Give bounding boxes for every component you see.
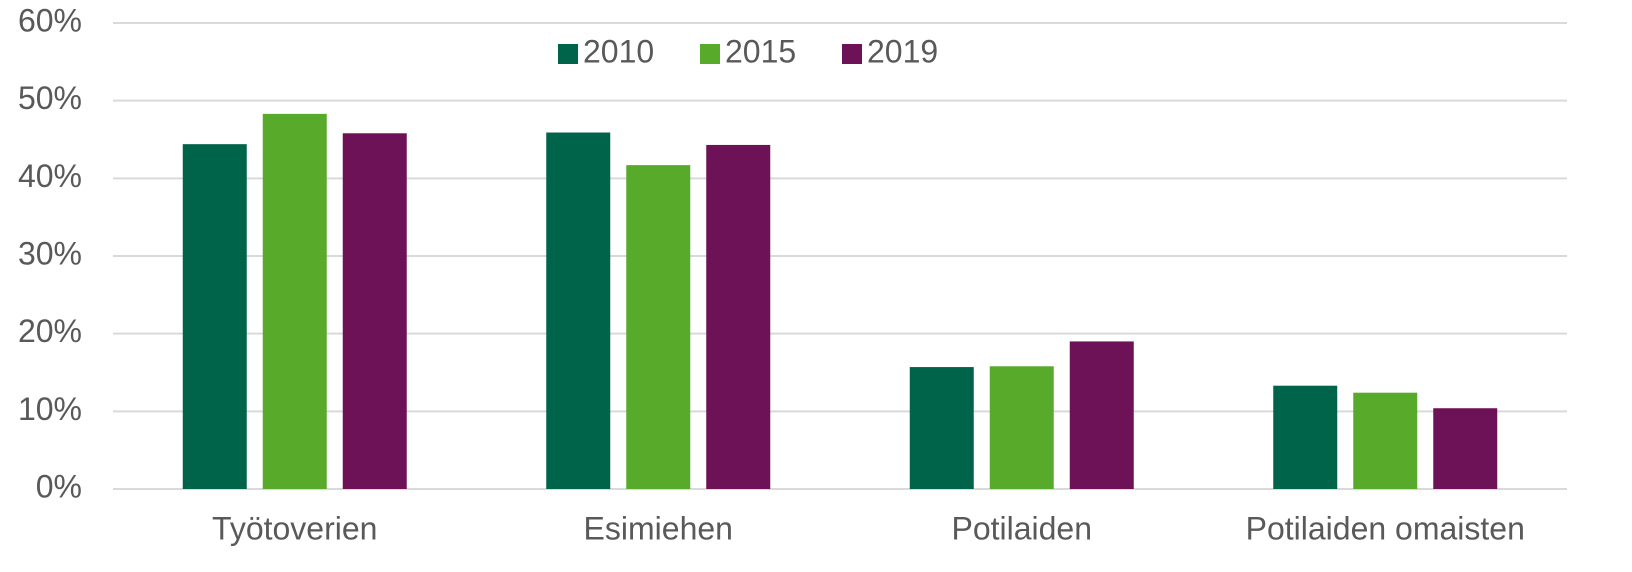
legend-label: 2010 [583, 33, 654, 69]
legend-label: 2015 [725, 33, 796, 69]
bar [1069, 341, 1134, 489]
bar [342, 133, 407, 489]
y-tick-label: 60% [18, 2, 82, 38]
legend-swatch [558, 44, 578, 64]
bar [1433, 408, 1498, 489]
x-tick-label: Työtoverien [212, 510, 377, 546]
bar [1273, 385, 1338, 489]
bar [909, 367, 974, 489]
bar [989, 366, 1054, 489]
x-tick-label: Potilaiden omaisten [1246, 510, 1525, 546]
x-tick-label: Esimiehen [584, 510, 733, 546]
bar [182, 144, 247, 489]
legend-label: 2019 [867, 33, 938, 69]
bar [626, 165, 691, 489]
legend-swatch [700, 44, 720, 64]
bar [706, 144, 771, 490]
y-tick-label: 20% [18, 313, 82, 349]
bar [262, 113, 327, 490]
bar [546, 132, 611, 489]
legend-swatch [842, 44, 862, 64]
y-tick-label: 10% [18, 391, 82, 427]
y-tick-label: 40% [18, 158, 82, 194]
y-tick-label: 30% [18, 235, 82, 271]
y-tick-label: 50% [18, 80, 82, 116]
y-tick-label: 0% [36, 468, 82, 504]
x-tick-label: Potilaiden [951, 510, 1092, 546]
bar [1353, 392, 1418, 489]
